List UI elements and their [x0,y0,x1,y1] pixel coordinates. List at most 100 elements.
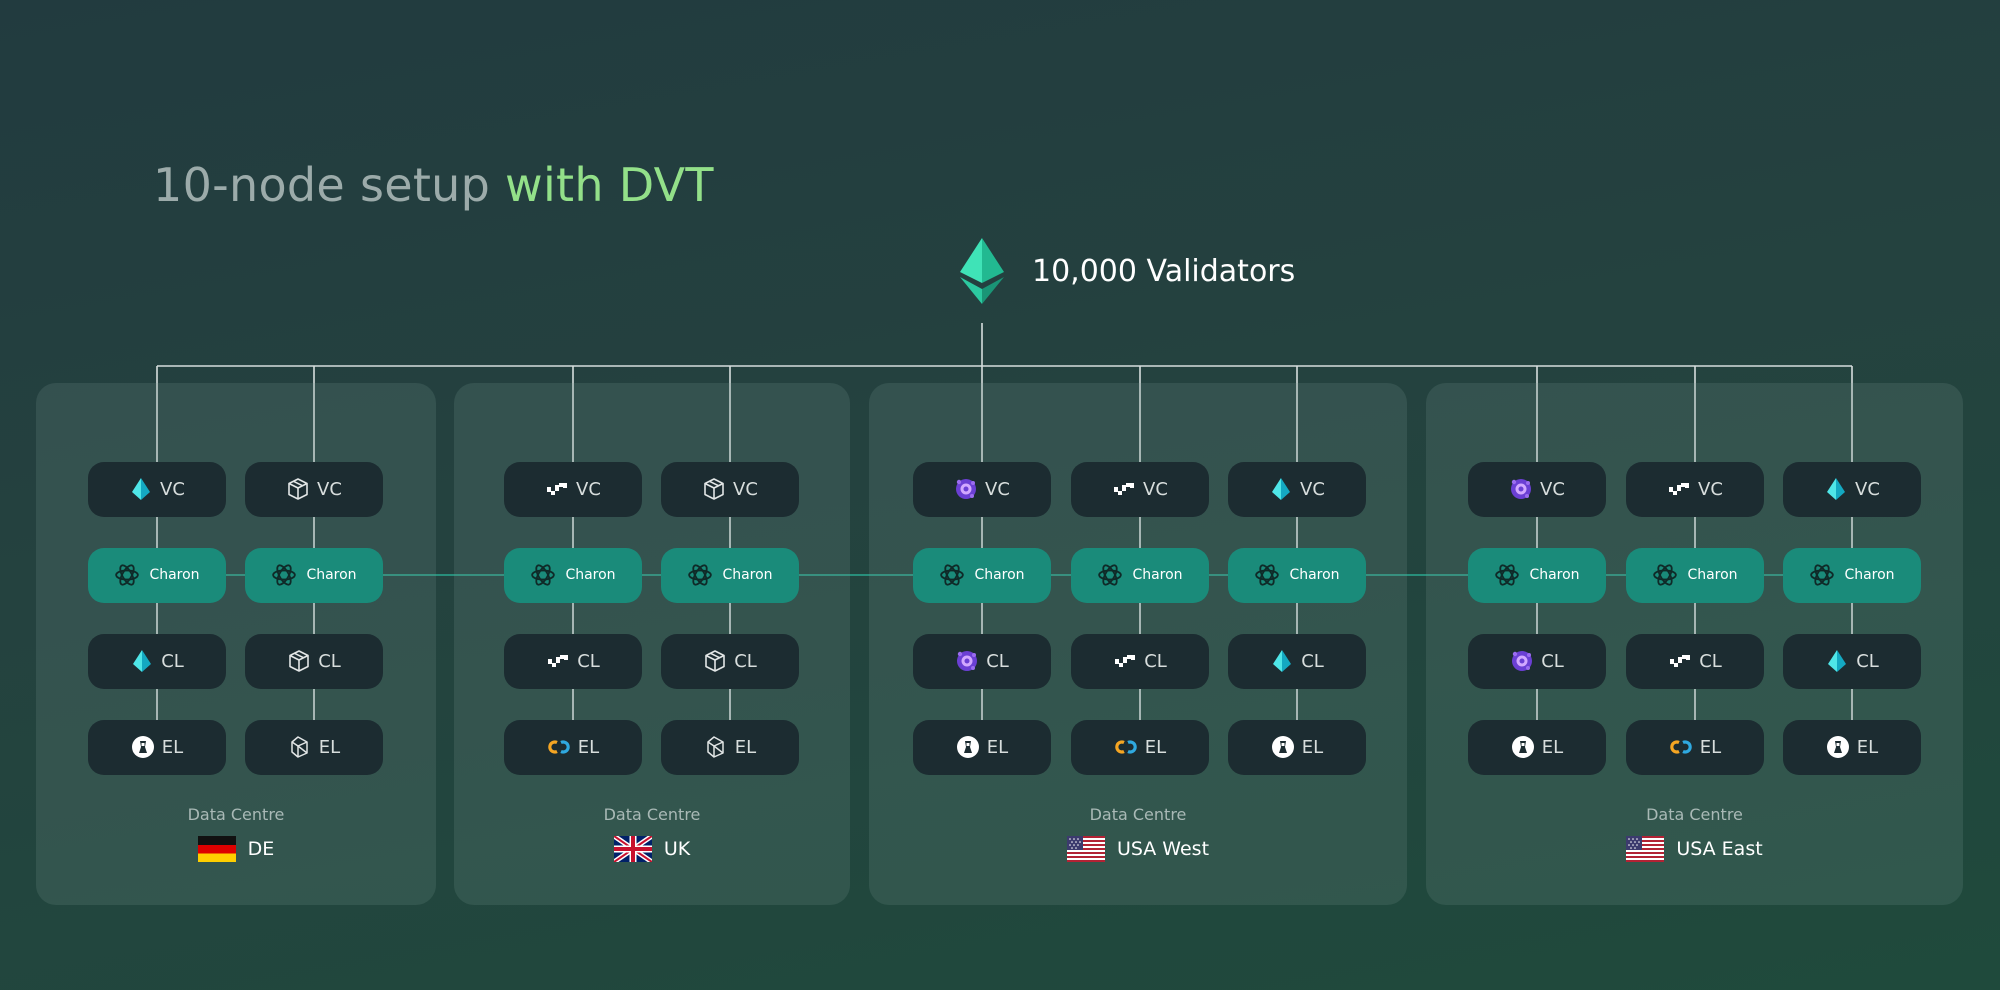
el-node[interactable]: EL [88,719,226,775]
vc-label: VC [1300,478,1325,500]
vc-node[interactable]: VC [1228,461,1366,517]
cl-label: CL [318,650,341,672]
country-name: UK [663,838,691,860]
us-flag-icon [1066,836,1105,862]
vc-node[interactable]: VC [1468,461,1606,517]
lodestar-icon [1509,477,1533,501]
charon-node[interactable]: Charon [661,547,799,603]
vc-node[interactable]: VC [504,461,642,517]
country-name: DE [247,838,275,860]
cl-node[interactable]: CL [661,633,799,689]
vc-node[interactable]: VC [88,461,226,517]
cl-node[interactable]: CL [1626,633,1764,689]
country-label: USA West [869,836,1407,862]
lighthouse-icon [1269,477,1293,501]
lighthouse-icon [1270,649,1294,673]
charon-node[interactable]: Charon [1071,547,1209,603]
cl-label: CL [1144,650,1167,672]
charon-icon [939,562,965,588]
charon-icon [1809,562,1835,588]
cl-node[interactable]: CL [1468,633,1606,689]
el-node[interactable]: EL [245,719,383,775]
lighthouse-icon [130,649,154,673]
vc-label: VC [985,478,1010,500]
validators-label: 10,000 Validators [1032,253,1296,289]
charon-icon [1494,562,1520,588]
el-node[interactable]: EL [1783,719,1921,775]
country-label: USA East [1426,836,1963,862]
charon-label: Charon [1844,567,1895,583]
el-label: EL [1541,736,1564,758]
el-node[interactable]: EL [661,719,799,775]
vc-label: VC [733,478,758,500]
vc-label: VC [317,478,342,500]
erigon-icon [1826,735,1850,759]
el-node[interactable]: EL [1626,719,1764,775]
el-label: EL [1856,736,1879,758]
country-name: USA West [1116,838,1210,860]
teku-icon [703,649,727,673]
lighthouse-icon [129,477,153,501]
el-label: EL [1699,736,1722,758]
vc-node[interactable]: VC [245,461,383,517]
cl-label: CL [1699,650,1722,672]
vc-node[interactable]: VC [661,461,799,517]
charon-label: Charon [722,567,773,583]
data-centre-label: Data Centre [1089,805,1187,824]
nimbus-icon [546,649,570,673]
cl-label: CL [1301,650,1324,672]
page-title: 10-node setup with DVT [153,158,714,212]
vc-label: VC [160,478,185,500]
charon-node[interactable]: Charon [913,547,1051,603]
uk-flag-icon [612,833,654,865]
el-node[interactable]: EL [504,719,642,775]
vc-node[interactable]: VC [913,461,1051,517]
charon-node[interactable]: Charon [504,547,642,603]
cl-node[interactable]: CL [1228,633,1366,689]
charon-node[interactable]: Charon [245,547,383,603]
cl-node[interactable]: CL [913,633,1051,689]
erigon-icon [131,735,155,759]
el-node[interactable]: EL [1228,719,1366,775]
data-centre-label: Data Centre [187,805,285,824]
lighthouse-icon [1824,477,1848,501]
el-node[interactable]: EL [913,719,1051,775]
charon-label: Charon [1289,567,1340,583]
nimbus-icon [1113,649,1137,673]
charon-node[interactable]: Charon [1468,547,1606,603]
vc-node[interactable]: VC [1071,461,1209,517]
charon-node[interactable]: Charon [1228,547,1366,603]
cl-node[interactable]: CL [1071,633,1209,689]
charon-node[interactable]: Charon [1783,547,1921,603]
charon-icon [114,562,140,588]
vc-node[interactable]: VC [1626,461,1764,517]
cl-node[interactable]: CL [1783,633,1921,689]
charon-node[interactable]: Charon [88,547,226,603]
el-label: EL [1301,736,1324,758]
el-node[interactable]: EL [1071,719,1209,775]
title-accent: with DVT [505,158,714,212]
charon-icon [687,562,713,588]
el-label: EL [986,736,1009,758]
cl-node[interactable]: CL [504,633,642,689]
besu-icon [704,735,728,759]
de-flag-icon [197,836,236,862]
cl-node[interactable]: CL [245,633,383,689]
cl-label: CL [986,650,1009,672]
el-node[interactable]: EL [1468,719,1606,775]
charon-node[interactable]: Charon [1626,547,1764,603]
el-label: EL [734,736,757,758]
vc-node[interactable]: VC [1783,461,1921,517]
cl-label: CL [1856,650,1879,672]
cl-node[interactable]: CL [88,633,226,689]
country-name: USA East [1676,838,1763,860]
title-prefix: 10-node setup [153,158,506,212]
nimbus-icon [545,477,569,501]
nethermind-icon [547,735,571,759]
lodestar-icon [955,649,979,673]
nimbus-icon [1112,477,1136,501]
nethermind-icon [1114,735,1138,759]
erigon-icon [1511,735,1535,759]
charon-icon [530,562,556,588]
country-label: DE [36,836,436,862]
